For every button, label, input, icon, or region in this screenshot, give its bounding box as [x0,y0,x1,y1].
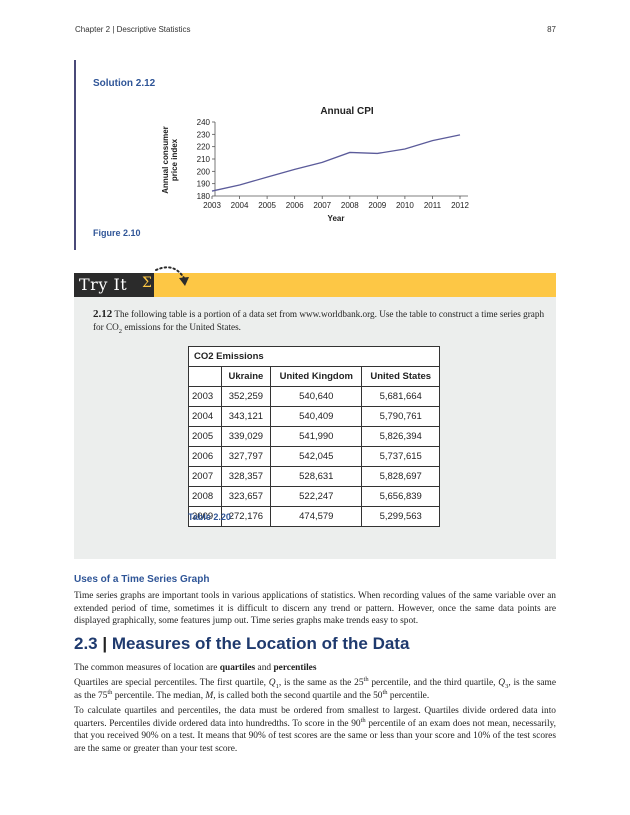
value-cell: 522,247 [270,486,363,507]
location-intro-paragraph: The common measures of location are quar… [74,663,317,673]
value-cell: 528,631 [270,466,363,487]
uses-heading: Uses of a Time Series Graph [74,574,210,585]
page-number: 87 [547,25,556,34]
table-title: CO2 Emissions [188,346,440,367]
chart-title: Annual CPI [320,106,374,117]
year-cell: 2008 [188,486,222,507]
value-cell: 5,656,839 [361,486,440,507]
table-header-row: Ukraine United Kingdom United States [188,366,440,387]
column-header: United States [361,366,440,387]
value-cell: 541,990 [270,426,363,447]
figure-caption: Figure 2.10 [93,228,141,238]
value-cell: 540,409 [270,406,363,427]
try-it-label-box [74,273,154,297]
chart-y-axis-label: Annual consumerprice index [161,126,179,194]
solution-title: Solution 2.12 [93,78,156,89]
value-cell: 5,828,697 [361,466,440,487]
uses-paragraph: Time series graphs are important tools i… [74,591,556,627]
section-heading: 2.3 | Measures of the Location of the Da… [74,634,410,653]
column-header: Ukraine [220,366,272,387]
value-cell: 343,121 [220,406,272,427]
solution-side-rule [74,60,76,250]
co2-emissions-table: CO2 Emissions Ukraine United Kingdom Uni… [188,346,440,527]
value-cell: 328,357 [220,466,272,487]
value-cell: 323,657 [220,486,272,507]
y-tick-label: 230 [197,130,211,139]
table-row: 2004 343,121 540,409 5,790,761 [188,406,440,427]
x-tick-label: 2006 [286,201,304,210]
table-row: 2005 339,029 541,990 5,826,394 [188,426,440,447]
year-cell: 2005 [188,426,222,447]
percentiles-paragraph: To calculate quartiles and percentiles, … [74,706,556,754]
table-row: 2003 352,259 540,640 5,681,664 [188,386,440,407]
dotted-arrow-icon [155,266,189,286]
try-it-label: Try It [79,275,128,294]
value-cell: 474,579 [270,506,363,527]
y-tick-label: 240 [197,118,211,127]
x-tick-label: 2012 [451,201,469,210]
y-tick-label: 180 [197,192,211,201]
table-row: 2009 272,176 474,579 5,299,563 [188,506,440,527]
y-tick-label: 190 [197,180,211,189]
sigma-icon: Σ [142,275,152,291]
value-cell: 5,826,394 [361,426,440,447]
y-tick-label: 200 [197,167,211,176]
table-row: 2008 323,657 522,247 5,656,839 [188,486,440,507]
value-cell: 5,790,761 [361,406,440,427]
x-tick-label: 2010 [396,201,414,210]
value-cell: 5,737,615 [361,446,440,467]
column-header [188,366,222,387]
cpi-series-line [211,134,461,192]
try-it-banner [74,273,556,297]
y-tick-label: 210 [197,155,211,164]
year-cell: 2003 [188,386,222,407]
value-cell: 327,797 [220,446,272,467]
quartiles-paragraph: Quartiles are special percentiles. The f… [74,675,556,701]
year-cell: 2004 [188,406,222,427]
column-header: United Kingdom [270,366,363,387]
exercise-number: 2.12 [93,308,113,320]
year-cell: 2006 [188,446,222,467]
x-tick-label: 2004 [231,201,249,210]
x-tick-label: 2009 [368,201,386,210]
x-tick-label: 2011 [424,201,442,210]
value-cell: 339,029 [220,426,272,447]
value-cell: 5,299,563 [361,506,440,527]
x-tick-label: 2008 [341,201,359,210]
exercise-2-12: 2.12 The following table is a portion of… [93,308,545,335]
chart-x-axis-label: Year [328,214,345,223]
table-row: 2007 328,357 528,631 5,828,697 [188,466,440,487]
year-cell: 2007 [188,466,222,487]
value-cell: 352,259 [220,386,272,407]
value-cell: 5,681,664 [361,386,440,407]
x-tick-label: 2005 [258,201,276,210]
value-cell: 540,640 [270,386,363,407]
value-cell: 542,045 [270,446,363,467]
annual-cpi-chart: Annual CPI Annual consumerprice index 18… [161,106,469,223]
table-row: 2006 327,797 542,045 5,737,615 [188,446,440,467]
x-tick-label: 2007 [313,201,331,210]
x-tick-label: 2003 [203,201,221,210]
y-tick-label: 220 [197,143,211,152]
running-header-chapter: Chapter 2 | Descriptive Statistics [75,25,191,34]
table-caption: Table 2.20 [188,512,231,522]
